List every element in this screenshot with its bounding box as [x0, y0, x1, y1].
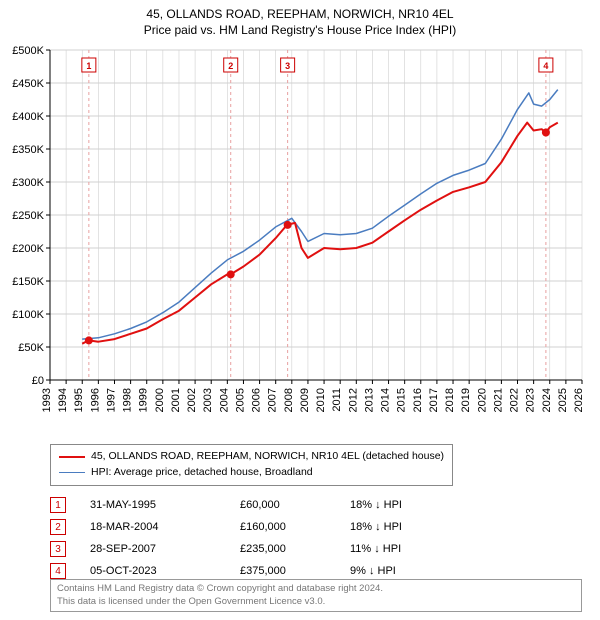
legend-row-hpi: HPI: Average price, detached house, Broa…	[59, 465, 444, 481]
sale-price: £375,000	[240, 565, 350, 577]
sale-date: 18-MAR-2004	[90, 521, 240, 533]
chart-svg: £0 £50K £100K £150K £200K £250K £300K £350K £400…	[0, 44, 600, 434]
sale-price: £160,000	[240, 521, 350, 533]
legend-swatch-hpi	[59, 472, 85, 473]
svg-text:2019: 2019	[460, 388, 472, 412]
svg-text:£150K: £150K	[12, 276, 44, 288]
svg-text:2011: 2011	[331, 388, 343, 412]
svg-text:2003: 2003	[202, 388, 214, 412]
svg-text:2021: 2021	[492, 388, 504, 412]
svg-text:2023: 2023	[525, 388, 537, 412]
table-row: 3 28-SEP-2007 £235,000 11% ↓ HPI	[50, 538, 450, 560]
sale-price: £60,000	[240, 499, 350, 511]
sale-hpi-delta: 11% ↓ HPI	[350, 543, 450, 555]
table-row: 1 31-MAY-1995 £60,000 18% ↓ HPI	[50, 494, 450, 516]
svg-text:2007: 2007	[267, 388, 279, 412]
svg-text:£100K: £100K	[12, 309, 44, 321]
svg-text:2022: 2022	[509, 388, 521, 412]
chart-area: £0 £50K £100K £150K £200K £250K £300K £350K £400…	[0, 44, 600, 434]
sale-price: £235,000	[240, 543, 350, 555]
marker-badge: 3	[50, 541, 66, 557]
svg-text:2002: 2002	[186, 388, 198, 412]
footer-line2: This data is licensed under the Open Gov…	[57, 596, 575, 608]
sale-date: 31-MAY-1995	[90, 499, 240, 511]
svg-text:2018: 2018	[444, 388, 456, 412]
sales-table: 1 31-MAY-1995 £60,000 18% ↓ HPI 2 18-MAR…	[50, 494, 450, 582]
svg-text:3: 3	[285, 61, 290, 71]
svg-text:2015: 2015	[396, 388, 408, 412]
svg-text:£50K: £50K	[18, 342, 44, 354]
sale-date: 05-OCT-2023	[90, 565, 240, 577]
svg-text:1999: 1999	[138, 388, 150, 412]
svg-text:2: 2	[228, 61, 233, 71]
marker-badge: 4	[50, 563, 66, 579]
title-line1: 45, OLLANDS ROAD, REEPHAM, NORWICH, NR10…	[0, 6, 600, 22]
svg-text:£0: £0	[32, 375, 44, 387]
svg-text:2008: 2008	[283, 388, 295, 412]
svg-text:1993: 1993	[41, 388, 53, 412]
title-line2: Price paid vs. HM Land Registry's House …	[0, 22, 600, 38]
legend-label-hpi: HPI: Average price, detached house, Broa…	[91, 465, 313, 481]
svg-text:2014: 2014	[380, 388, 392, 412]
marker-badge: 1	[50, 497, 66, 513]
svg-text:£350K: £350K	[12, 144, 44, 156]
marker-badge: 2	[50, 519, 66, 535]
svg-text:£250K: £250K	[12, 210, 44, 222]
sale-hpi-delta: 9% ↓ HPI	[350, 565, 450, 577]
svg-text:1: 1	[86, 61, 91, 71]
svg-text:2004: 2004	[218, 388, 230, 412]
svg-text:2001: 2001	[170, 388, 182, 412]
svg-text:4: 4	[543, 61, 548, 71]
sale-date: 28-SEP-2007	[90, 543, 240, 555]
svg-text:£300K: £300K	[12, 177, 44, 189]
svg-text:1994: 1994	[57, 388, 69, 412]
svg-text:£500K: £500K	[12, 45, 44, 57]
legend-label-property: 45, OLLANDS ROAD, REEPHAM, NORWICH, NR10…	[91, 449, 444, 465]
svg-text:1996: 1996	[89, 388, 101, 412]
svg-text:£200K: £200K	[12, 243, 44, 255]
sale-hpi-delta: 18% ↓ HPI	[350, 521, 450, 533]
legend-swatch-property	[59, 456, 85, 458]
svg-text:2000: 2000	[154, 388, 166, 412]
svg-text:2017: 2017	[428, 388, 440, 412]
svg-text:2026: 2026	[573, 388, 585, 412]
svg-text:2020: 2020	[476, 388, 488, 412]
svg-text:2016: 2016	[412, 388, 424, 412]
legend-row-property: 45, OLLANDS ROAD, REEPHAM, NORWICH, NR10…	[59, 449, 444, 465]
svg-text:2010: 2010	[315, 388, 327, 412]
svg-text:1997: 1997	[105, 388, 117, 412]
sale-hpi-delta: 18% ↓ HPI	[350, 499, 450, 511]
svg-text:£450K: £450K	[12, 78, 44, 90]
svg-text:2013: 2013	[363, 388, 375, 412]
footer-line1: Contains HM Land Registry data © Crown c…	[57, 583, 575, 595]
attribution-footer: Contains HM Land Registry data © Crown c…	[50, 579, 582, 612]
legend: 45, OLLANDS ROAD, REEPHAM, NORWICH, NR10…	[50, 444, 453, 486]
svg-text:1998: 1998	[122, 388, 134, 412]
svg-text:2009: 2009	[299, 388, 311, 412]
table-row: 2 18-MAR-2004 £160,000 18% ↓ HPI	[50, 516, 450, 538]
svg-text:£400K: £400K	[12, 111, 44, 123]
svg-text:2006: 2006	[251, 388, 263, 412]
svg-text:2024: 2024	[541, 388, 553, 412]
svg-text:2005: 2005	[234, 388, 246, 412]
chart-title: 45, OLLANDS ROAD, REEPHAM, NORWICH, NR10…	[0, 0, 600, 38]
svg-text:1995: 1995	[73, 388, 85, 412]
svg-text:2012: 2012	[347, 388, 359, 412]
svg-text:2025: 2025	[557, 388, 569, 412]
